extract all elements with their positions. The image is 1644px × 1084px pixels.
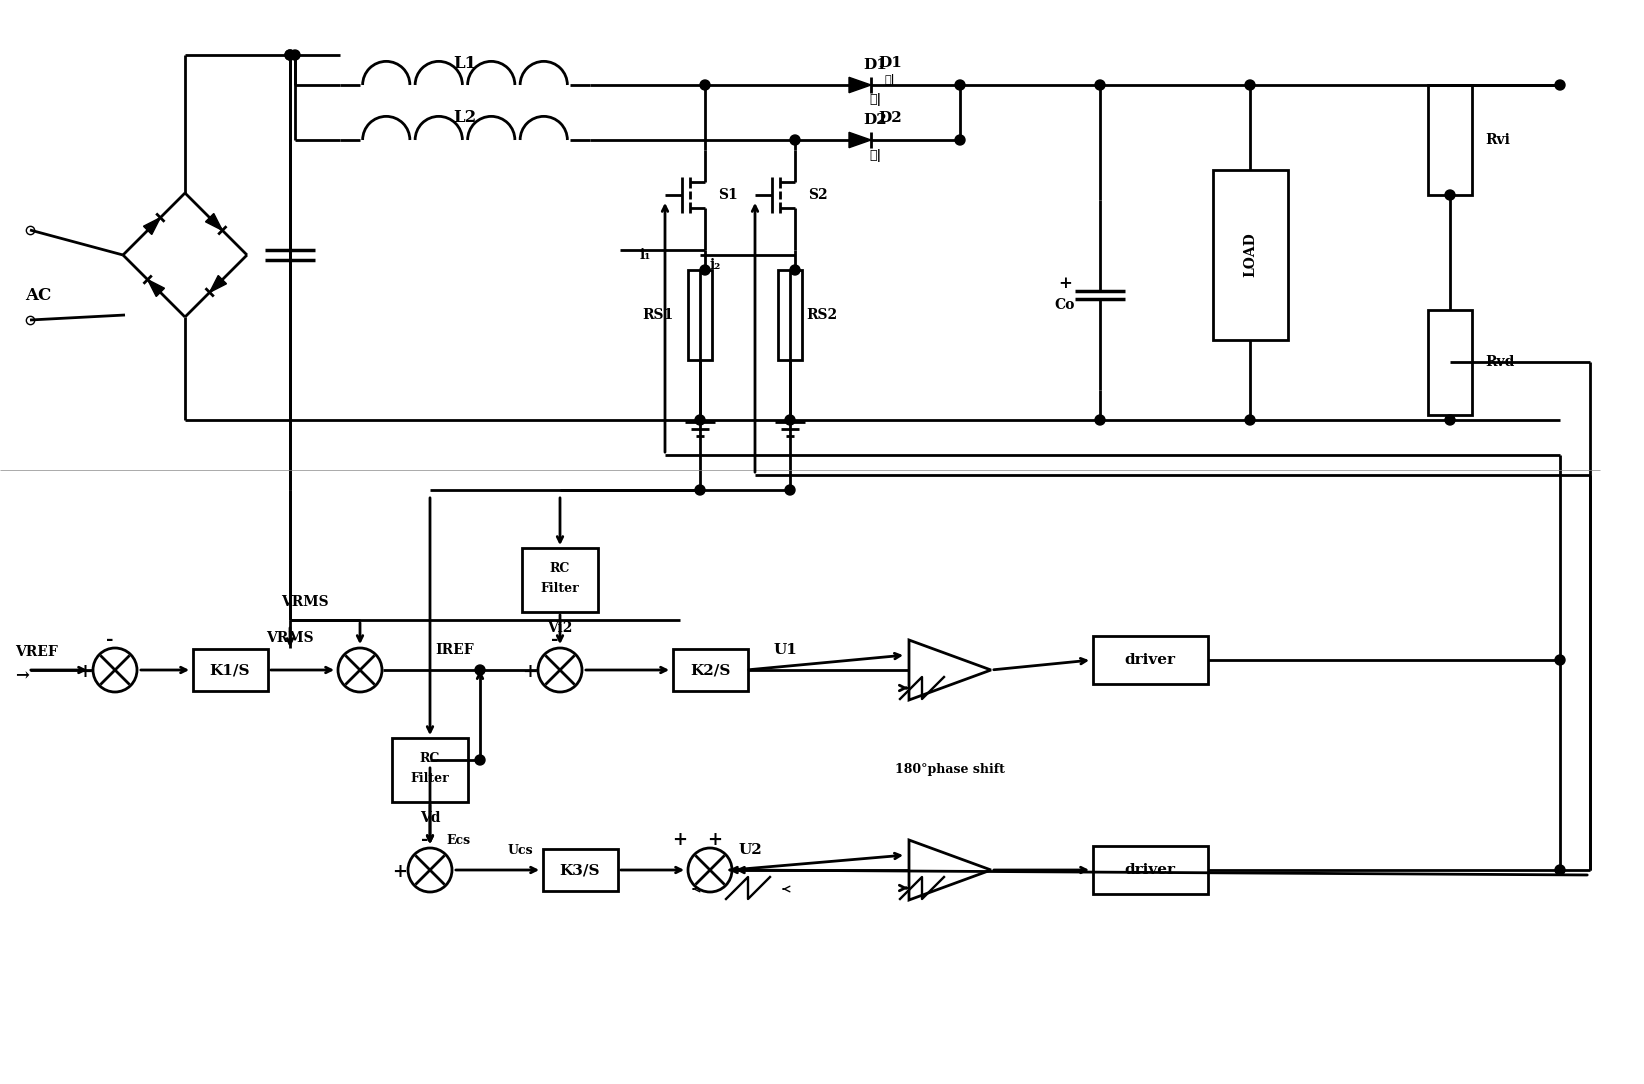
Circle shape (791, 136, 801, 145)
Text: S2: S2 (807, 188, 827, 202)
Text: Filter: Filter (411, 772, 449, 785)
Text: -: - (421, 831, 429, 849)
Bar (687, 270, 712, 360)
Text: K1/S: K1/S (210, 663, 250, 678)
Circle shape (695, 415, 705, 425)
Polygon shape (909, 640, 991, 700)
Text: IREF: IREF (436, 643, 475, 657)
Bar (672, 649, 748, 691)
Text: +: + (1059, 274, 1072, 292)
Bar (1213, 170, 1287, 340)
Text: D1: D1 (863, 59, 886, 72)
Text: +: + (393, 863, 408, 881)
Text: i₂: i₂ (710, 258, 722, 272)
Text: driver: driver (1124, 653, 1175, 667)
Bar (1093, 636, 1207, 684)
Bar (391, 738, 469, 802)
Polygon shape (210, 275, 227, 293)
Text: L2: L2 (454, 109, 477, 127)
Text: L1: L1 (454, 54, 477, 72)
Circle shape (1095, 415, 1105, 425)
Text: RS2: RS2 (807, 308, 837, 322)
Circle shape (475, 754, 485, 765)
Text: Ucs: Ucs (508, 843, 533, 856)
Text: Rvi: Rvi (1485, 133, 1509, 147)
Text: Vi2: Vi2 (547, 621, 572, 635)
Polygon shape (143, 218, 161, 234)
Circle shape (1445, 190, 1455, 201)
Circle shape (784, 415, 796, 425)
Text: RS1: RS1 (643, 308, 674, 322)
Polygon shape (848, 77, 871, 93)
Text: Ecs: Ecs (446, 834, 470, 847)
Circle shape (784, 485, 796, 495)
Text: →: → (15, 667, 30, 684)
Circle shape (687, 848, 732, 892)
Text: U2: U2 (738, 843, 761, 857)
Text: LOAD: LOAD (1243, 233, 1258, 278)
Text: ⊳|: ⊳| (870, 93, 881, 106)
Circle shape (538, 648, 582, 692)
Text: U1: U1 (773, 643, 797, 657)
Text: VRMS: VRMS (281, 595, 329, 609)
Text: +: + (707, 831, 722, 849)
Text: K2/S: K2/S (690, 663, 730, 678)
Text: -: - (551, 631, 559, 649)
Circle shape (955, 80, 965, 90)
Bar (523, 549, 598, 612)
Bar (192, 649, 268, 691)
Circle shape (695, 485, 705, 495)
Text: Co: Co (1055, 298, 1075, 312)
Text: D2: D2 (878, 111, 903, 125)
Text: VRMS: VRMS (266, 631, 314, 645)
Circle shape (1555, 865, 1565, 875)
Text: Rvd: Rvd (1485, 354, 1514, 369)
Text: K3/S: K3/S (559, 863, 600, 877)
Circle shape (1245, 415, 1254, 425)
Text: ⊲|: ⊲| (884, 74, 896, 85)
Circle shape (700, 80, 710, 90)
Text: i₁: i₁ (640, 248, 651, 262)
Bar (543, 849, 618, 891)
Text: -: - (107, 631, 113, 649)
Circle shape (284, 50, 294, 60)
Bar (1429, 310, 1471, 415)
Text: 180°phase shift: 180°phase shift (894, 763, 1004, 776)
Circle shape (955, 136, 965, 145)
Circle shape (1555, 80, 1565, 90)
Circle shape (475, 664, 485, 675)
Circle shape (1245, 80, 1254, 90)
Circle shape (289, 50, 299, 60)
Text: +: + (672, 831, 687, 849)
Circle shape (791, 264, 801, 275)
Text: RC: RC (419, 751, 441, 764)
Text: +: + (77, 663, 92, 681)
Text: AC: AC (25, 286, 51, 304)
Bar (1429, 85, 1471, 195)
Polygon shape (206, 214, 222, 231)
Circle shape (284, 50, 294, 60)
Circle shape (1445, 415, 1455, 425)
Polygon shape (848, 132, 871, 147)
Circle shape (1555, 655, 1565, 664)
Text: Filter: Filter (541, 581, 579, 594)
Text: D2: D2 (863, 113, 886, 127)
Text: S1: S1 (718, 188, 738, 202)
Text: D1: D1 (878, 56, 903, 70)
Circle shape (339, 648, 381, 692)
Polygon shape (909, 840, 991, 900)
Polygon shape (148, 280, 164, 297)
Text: +: + (523, 663, 538, 681)
Circle shape (408, 848, 452, 892)
Circle shape (1095, 80, 1105, 90)
Circle shape (94, 648, 136, 692)
Bar (778, 270, 802, 360)
Text: Vd: Vd (419, 811, 441, 825)
Text: VREF: VREF (15, 645, 58, 659)
Bar (1093, 846, 1207, 894)
Text: ⊳|: ⊳| (870, 149, 881, 162)
Circle shape (700, 264, 710, 275)
Text: driver: driver (1124, 863, 1175, 877)
Text: RC: RC (549, 562, 570, 575)
